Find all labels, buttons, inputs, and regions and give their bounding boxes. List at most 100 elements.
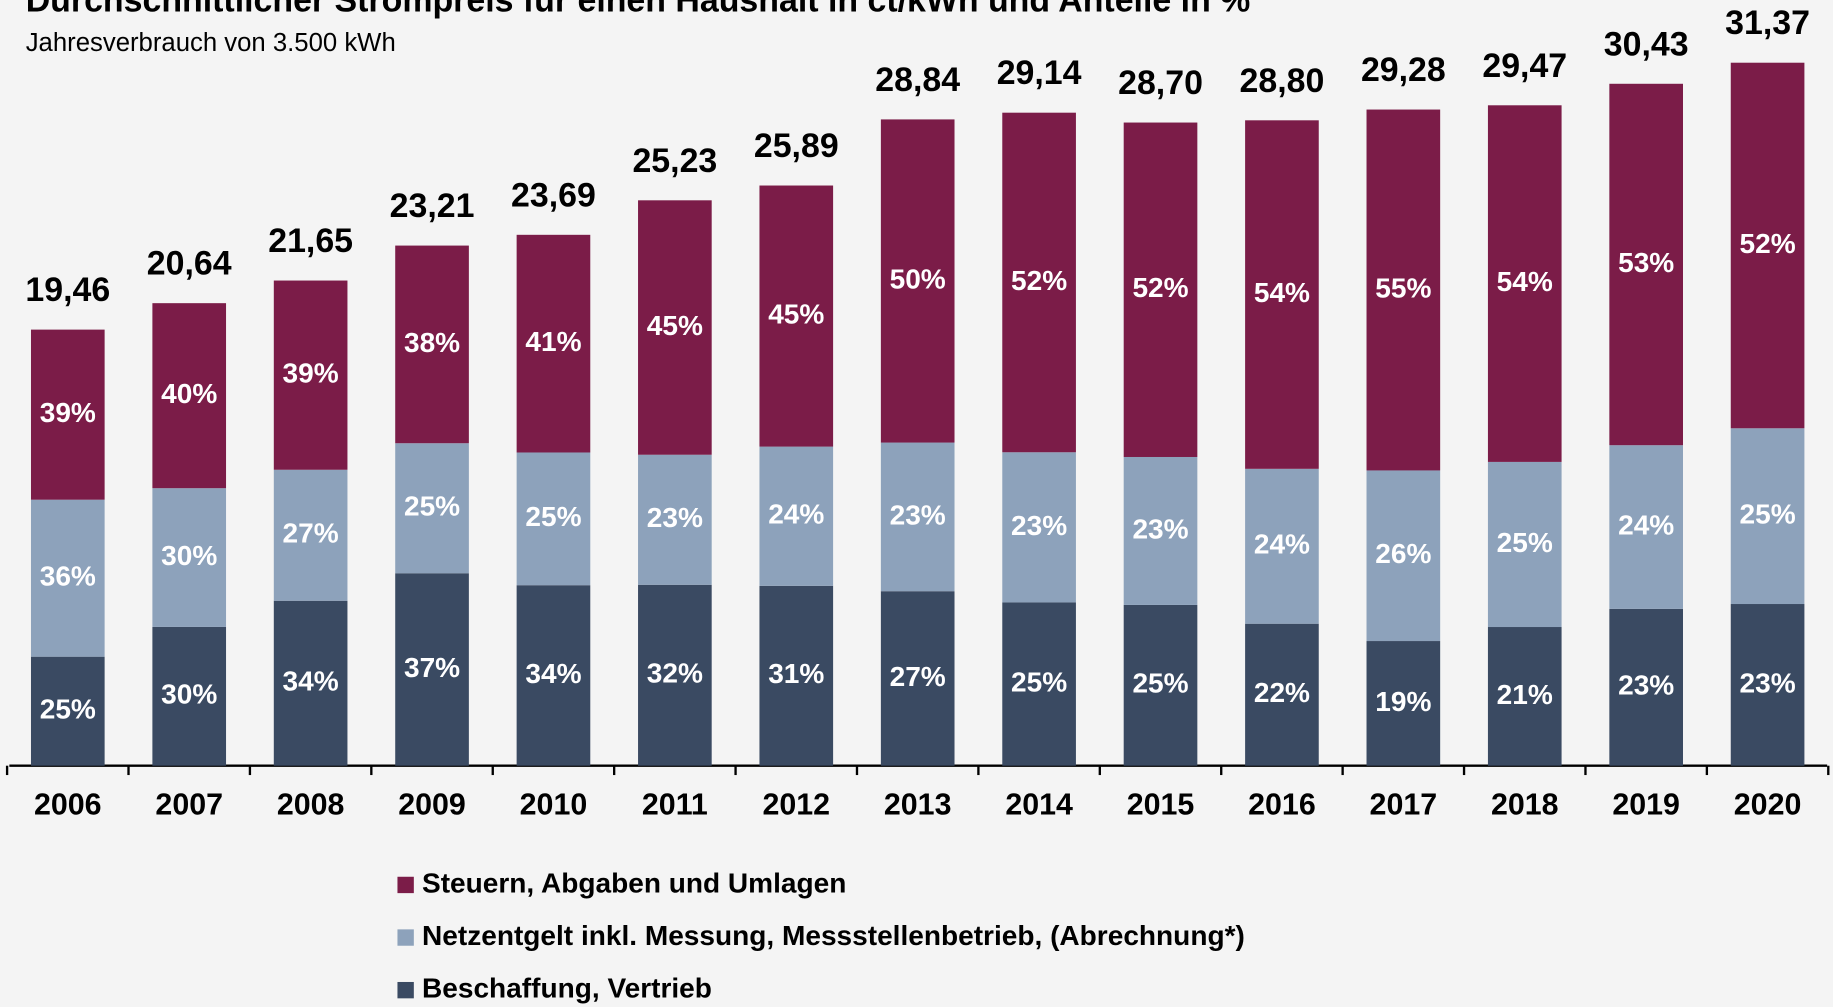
segment-label: 23% <box>1132 513 1188 544</box>
legend-swatch <box>397 876 414 894</box>
segment-label: 34% <box>283 666 339 697</box>
total-label: 28,70 <box>1118 64 1203 102</box>
bar-segment <box>1609 608 1683 766</box>
bar-segment <box>395 443 469 574</box>
bar-segment <box>516 585 591 766</box>
bar-segment <box>880 591 955 766</box>
legend-label: Netzentgelt inkl. Messung, Messstellenbe… <box>422 920 1245 951</box>
x-tick-label: 2014 <box>1005 788 1073 822</box>
bar-segment <box>30 329 105 500</box>
bar-segment <box>152 626 227 766</box>
segment-label: 30% <box>161 540 217 571</box>
bar-segment <box>1002 112 1076 453</box>
bar-segment <box>1002 452 1076 603</box>
segment-label: 23% <box>647 502 703 533</box>
x-tick-label: 2007 <box>155 788 223 822</box>
x-tick-label: 2013 <box>884 788 952 822</box>
bar-segment <box>30 499 105 657</box>
total-label: 29,47 <box>1482 47 1567 85</box>
segment-label: 32% <box>647 658 703 689</box>
segment-label: 23% <box>1740 667 1796 698</box>
bar-segment <box>1366 109 1441 471</box>
bar-segment <box>152 488 227 627</box>
chart-title: Durchschnittlicher Strompreis für einen … <box>26 0 1251 19</box>
legend-swatch <box>397 929 414 946</box>
segment-label: 25% <box>525 501 581 532</box>
bar-segment <box>1366 470 1441 642</box>
bar-segment <box>880 442 955 592</box>
segment-label: 53% <box>1618 247 1674 278</box>
bar-segment <box>1245 468 1319 624</box>
bar-segment <box>273 280 348 470</box>
bar-segment <box>638 584 712 766</box>
bar-segment <box>1730 604 1805 766</box>
bar-segment <box>1487 627 1562 766</box>
segment-label: 37% <box>404 652 460 683</box>
segment-label: 52% <box>1132 272 1188 303</box>
segment-label: 21% <box>1497 679 1553 710</box>
segment-label: 31% <box>768 658 824 689</box>
bar-segment <box>1730 62 1805 429</box>
x-tick-label: 2009 <box>398 788 466 822</box>
segment-label: 24% <box>768 499 824 530</box>
chart-subtitle: Jahresverbrauch von 3.500 kWh <box>26 29 396 57</box>
segment-label: 52% <box>1011 265 1067 296</box>
x-tick-label: 2015 <box>1127 788 1195 822</box>
bar-segment <box>1245 120 1319 469</box>
segment-label: 34% <box>525 658 581 689</box>
x-tick-label: 2012 <box>762 788 830 822</box>
segment-label: 36% <box>40 561 96 592</box>
segment-label: 22% <box>1254 677 1310 708</box>
segment-label: 24% <box>1618 509 1674 540</box>
segment-label: 41% <box>525 326 581 357</box>
segment-label: 25% <box>1497 527 1553 558</box>
bar-segment <box>516 452 591 586</box>
segment-label: 19% <box>1375 686 1431 717</box>
bar-segment <box>1609 445 1683 609</box>
bar-segment <box>395 245 469 444</box>
bar-segment <box>1730 428 1805 605</box>
total-label: 30,43 <box>1604 25 1689 63</box>
segment-label: 39% <box>40 397 96 428</box>
bar-segment <box>30 656 105 766</box>
total-label: 21,65 <box>268 222 353 260</box>
segment-label: 30% <box>161 679 217 710</box>
bar-segment <box>638 454 712 585</box>
segment-label: 24% <box>1254 529 1310 560</box>
bar-segment <box>1609 83 1683 446</box>
segment-label: 45% <box>768 298 824 329</box>
x-tick-label: 2017 <box>1370 788 1438 822</box>
segment-label: 23% <box>890 499 946 530</box>
bar-segment <box>1487 461 1562 628</box>
legend-label: Beschaffung, Vertrieb <box>422 973 712 1004</box>
segment-label: 25% <box>1011 666 1067 697</box>
x-tick-label: 2018 <box>1491 788 1559 822</box>
segment-label: 25% <box>1740 499 1796 530</box>
bar-segment <box>1487 105 1562 462</box>
bar-segment <box>880 119 955 443</box>
bar-segment <box>759 585 834 766</box>
segment-label: 39% <box>283 358 339 389</box>
bar-segment <box>759 446 834 586</box>
total-label: 29,28 <box>1361 51 1446 89</box>
total-label: 20,64 <box>147 245 232 283</box>
total-label: 28,84 <box>875 61 960 99</box>
segment-label: 25% <box>40 694 96 725</box>
bar-segment <box>273 600 348 766</box>
x-tick-label: 2006 <box>34 788 102 822</box>
bar-segment <box>395 573 469 766</box>
bar-segment <box>1002 602 1076 766</box>
segment-label: 54% <box>1497 266 1553 297</box>
segment-label: 52% <box>1740 228 1796 259</box>
segment-label: 27% <box>890 661 946 692</box>
bar-segment <box>1245 623 1319 766</box>
bar-segment <box>1123 604 1198 766</box>
segment-label: 23% <box>1011 510 1067 541</box>
bar-segment <box>759 185 834 447</box>
legend-swatch <box>397 981 414 999</box>
x-tick-label: 2016 <box>1248 788 1316 822</box>
bar-segment <box>1366 641 1441 766</box>
bar-segment <box>638 200 712 455</box>
segment-label: 40% <box>161 378 217 409</box>
